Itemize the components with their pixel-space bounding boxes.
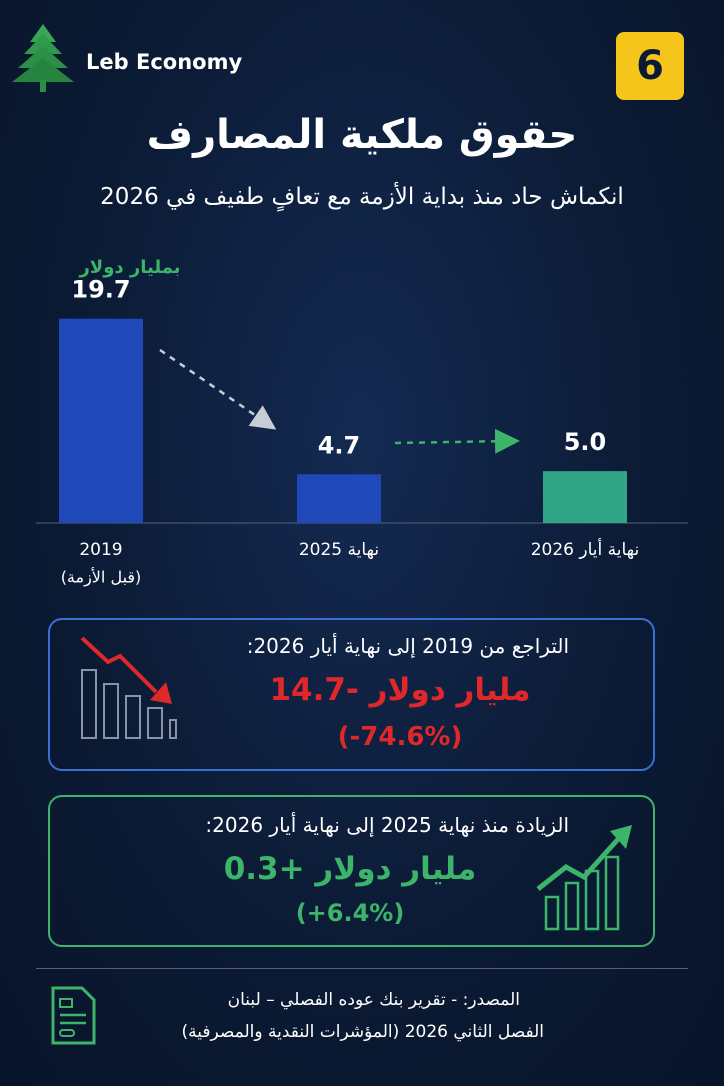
x-tick-label: 2019 [79, 540, 122, 560]
increase-box: الزيادة منذ نهاية 2025 إلى نهاية أيار 20… [48, 795, 655, 947]
value-label: 19.7 [71, 276, 130, 304]
bar [59, 318, 143, 523]
page-badge: 6 [616, 32, 684, 100]
document-icon [51, 986, 96, 1045]
value-label: 5.0 [564, 428, 607, 456]
title: حقوق ملكية المصارف [146, 112, 578, 158]
bar [297, 474, 381, 523]
brand-name: Leb Economy [86, 50, 243, 74]
x-tick-label: نهاية 2025 [299, 540, 379, 560]
subtitle: انكماش حاد منذ بداية الأزمة مع تعافٍ طفي… [100, 184, 624, 210]
increase-percent: (+6.4%) [295, 899, 405, 927]
trend-arrow [394, 428, 520, 454]
x-tick-note: (قبل الأزمة) [61, 567, 142, 588]
decline-box: التراجع من 2019 إلى نهاية أيار 2026: 14.… [48, 618, 655, 771]
increase-heading: الزيادة منذ نهاية 2025 إلى نهاية أيار 20… [205, 813, 569, 837]
increase-icon [536, 825, 632, 931]
decline-heading: التراجع من 2019 إلى نهاية أيار 2026: [246, 634, 569, 658]
y-axis-label: بمليار دولار [78, 257, 180, 278]
bar [543, 471, 627, 523]
divider [36, 968, 688, 969]
decline-percent: (-74.6%) [337, 722, 463, 752]
x-tick-label: نهاية أيار 2026 [531, 538, 640, 560]
trend-arrow [159, 348, 277, 430]
bar-chart: بمليار دولار 19.7 2019 (قبل الأزمة) 4.7 نهاي… [36, 257, 688, 588]
source-line: الفصل الثاني 2026 (المؤشرات النقدية والم… [181, 1022, 545, 1042]
cedar-logo [12, 24, 74, 92]
decline-icon [80, 636, 177, 739]
decline-amount: 14.7- مليار دولار [269, 672, 531, 708]
source-line: المصدر: - تقرير بنك عوده الفصلي – لبنان [227, 990, 520, 1010]
increase-amount: 0.3+ مليار دولار [223, 851, 477, 887]
value-label: 4.7 [318, 431, 361, 459]
